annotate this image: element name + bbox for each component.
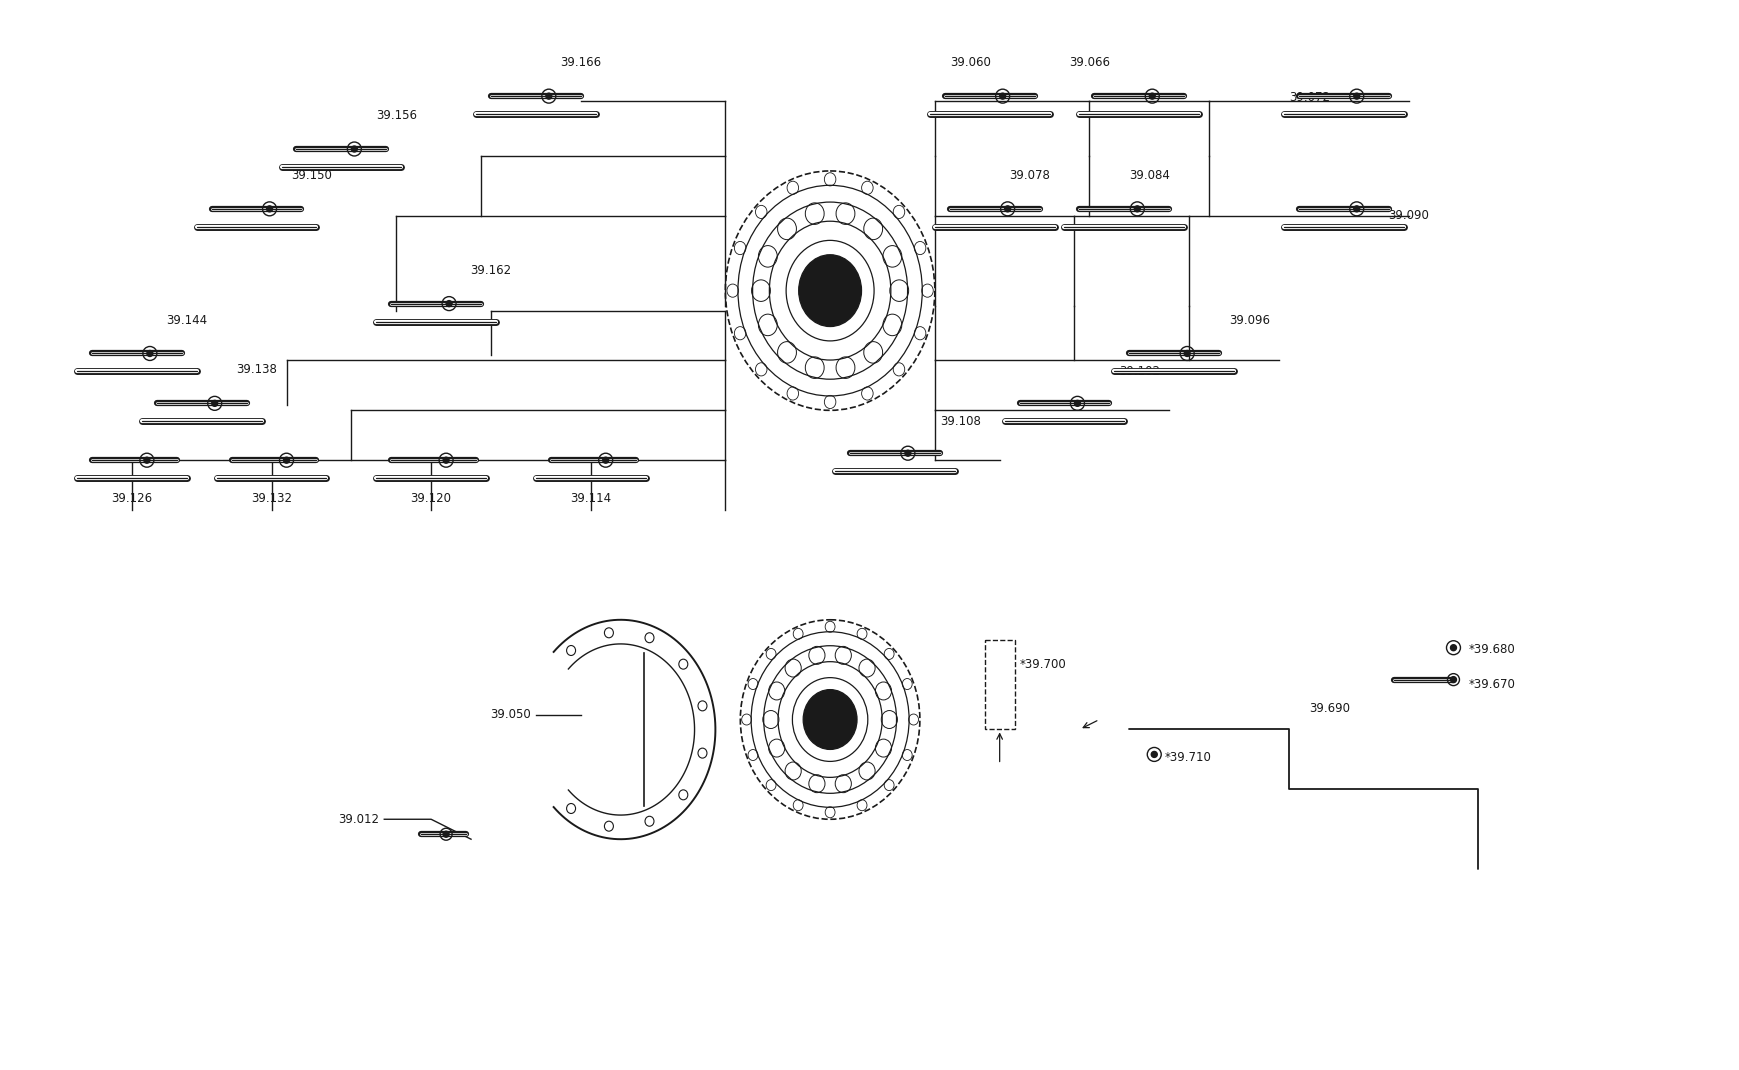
Text: 39.144: 39.144 bbox=[167, 314, 207, 326]
Circle shape bbox=[1000, 93, 1005, 100]
Text: 39.072: 39.072 bbox=[1289, 91, 1329, 104]
Text: 39.050: 39.050 bbox=[490, 708, 530, 721]
Circle shape bbox=[283, 457, 289, 463]
Circle shape bbox=[1353, 205, 1358, 212]
Text: 39.102: 39.102 bbox=[1118, 366, 1160, 379]
Text: 39.132: 39.132 bbox=[250, 492, 292, 505]
Text: 39.066: 39.066 bbox=[1069, 57, 1109, 70]
Circle shape bbox=[1450, 645, 1456, 651]
Circle shape bbox=[1134, 205, 1139, 212]
Circle shape bbox=[1075, 400, 1080, 407]
FancyBboxPatch shape bbox=[984, 640, 1014, 730]
Circle shape bbox=[602, 457, 609, 463]
Circle shape bbox=[904, 450, 911, 456]
Text: 39.078: 39.078 bbox=[1009, 169, 1050, 182]
Text: *39.680: *39.680 bbox=[1468, 643, 1515, 656]
Circle shape bbox=[146, 351, 153, 356]
Circle shape bbox=[443, 831, 449, 837]
Ellipse shape bbox=[803, 689, 857, 749]
Circle shape bbox=[212, 400, 217, 407]
Text: 39.096: 39.096 bbox=[1228, 314, 1269, 326]
Circle shape bbox=[443, 457, 449, 463]
Text: *39.670: *39.670 bbox=[1468, 678, 1515, 691]
Text: 39.084: 39.084 bbox=[1129, 169, 1170, 182]
Circle shape bbox=[1450, 676, 1456, 683]
Circle shape bbox=[1353, 93, 1358, 100]
Text: 39.162: 39.162 bbox=[470, 263, 511, 277]
Circle shape bbox=[144, 457, 150, 463]
Text: 39.114: 39.114 bbox=[570, 492, 610, 505]
Circle shape bbox=[1184, 351, 1189, 356]
Text: 39.120: 39.120 bbox=[410, 492, 452, 505]
Text: 39.126: 39.126 bbox=[111, 492, 153, 505]
Text: 39.138: 39.138 bbox=[237, 364, 277, 377]
Circle shape bbox=[266, 205, 273, 212]
Text: *39.710: *39.710 bbox=[1163, 751, 1210, 764]
Circle shape bbox=[445, 301, 452, 307]
Text: 39.108: 39.108 bbox=[939, 415, 981, 428]
Circle shape bbox=[546, 93, 551, 100]
Text: 39.166: 39.166 bbox=[560, 57, 602, 70]
Text: *39.700: *39.700 bbox=[1019, 658, 1066, 671]
Circle shape bbox=[1151, 751, 1156, 758]
Text: 39.156: 39.156 bbox=[376, 109, 417, 122]
Text: 39.150: 39.150 bbox=[290, 169, 332, 182]
Text: 39.012: 39.012 bbox=[337, 813, 379, 826]
Circle shape bbox=[351, 146, 356, 152]
Circle shape bbox=[1149, 93, 1155, 100]
Text: 39.060: 39.060 bbox=[949, 57, 989, 70]
Ellipse shape bbox=[798, 255, 861, 326]
Circle shape bbox=[1003, 205, 1010, 212]
Text: 39.090: 39.090 bbox=[1388, 209, 1429, 221]
Text: 39.690: 39.690 bbox=[1308, 702, 1349, 715]
